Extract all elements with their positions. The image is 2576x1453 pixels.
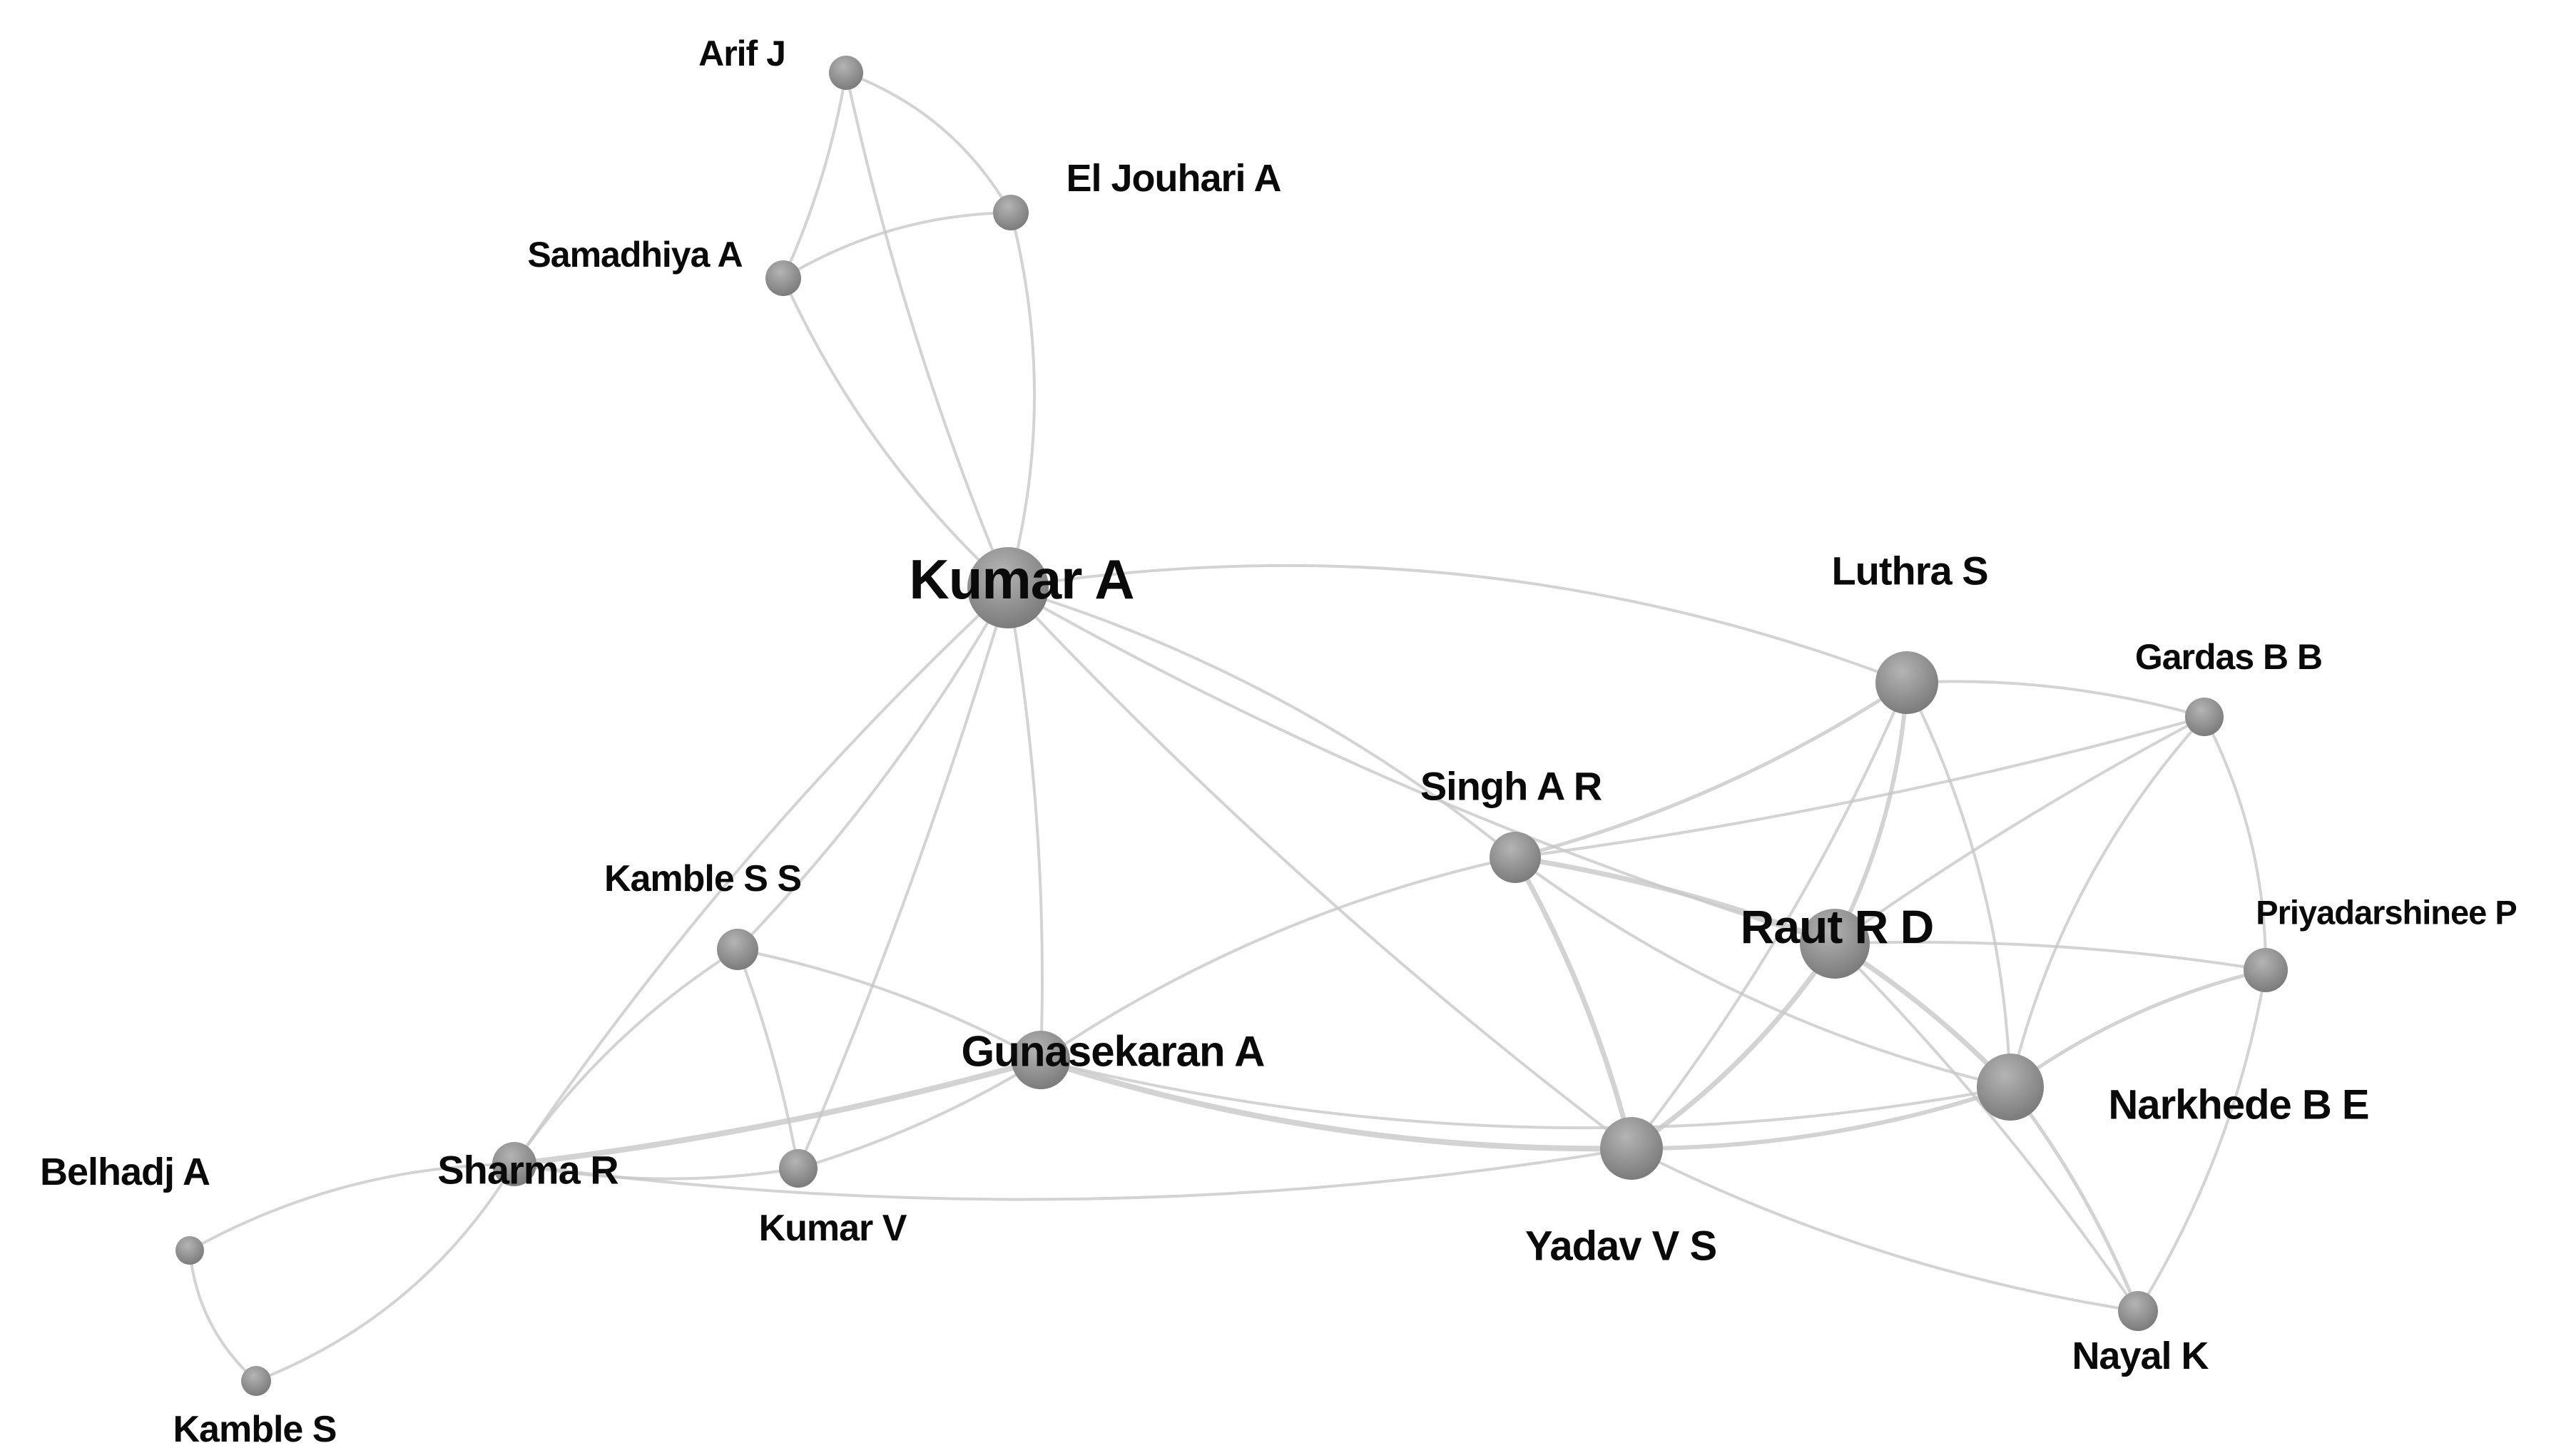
edge-raut-r-d--priyadarshinee-p bbox=[1833, 940, 2267, 972]
edge-sharma-r--belhadj-a bbox=[188, 1163, 516, 1252]
edge-luthra-s--gardas-b-b bbox=[1905, 680, 2206, 718]
edge-gunasekaran-a--narkhede-b-e bbox=[1039, 1059, 2012, 1130]
node-luthra-s[interactable] bbox=[1875, 651, 1938, 714]
edge-raut-r-d--yadav-v-s bbox=[1629, 941, 1838, 1151]
node-label-kamble-s-s: Kamble S S bbox=[604, 858, 801, 899]
node-label-narkhede-b-e: Narkhede B E bbox=[2108, 1082, 2368, 1128]
edge-kumar-a--sharma-r bbox=[513, 586, 1009, 1166]
edge-kumar-a--kumar-v bbox=[797, 586, 1009, 1170]
node-samadhiya-a[interactable] bbox=[765, 260, 801, 296]
edge-gunasekaran-a--singh-a-r bbox=[1039, 856, 1517, 1061]
node-kumar-a[interactable] bbox=[967, 547, 1049, 628]
edge-gunasekaran-a--yadav-v-s bbox=[1038, 1057, 1634, 1152]
edge-kumar-a--luthra-s bbox=[1007, 564, 1908, 684]
edge-singh-a-r--narkhede-b-e bbox=[1514, 856, 2012, 1089]
node-label-raut-r-d: Raut R D bbox=[1741, 900, 1934, 953]
node-kamble-s[interactable] bbox=[241, 1366, 271, 1396]
edge-sharma-r--kamble-s bbox=[255, 1163, 516, 1382]
node-gardas-b-b[interactable] bbox=[2185, 698, 2224, 736]
edge-kamble-s-s--sharma-r bbox=[513, 948, 739, 1166]
edge-kamble-s-s--kumar-v bbox=[736, 948, 800, 1170]
node-label-priyadarshinee-p: Priyadarshinee P bbox=[2256, 894, 2516, 932]
node-gunasekaran-a[interactable] bbox=[1012, 1031, 1070, 1089]
edge-singh-a-r--raut-r-d bbox=[1512, 855, 1838, 947]
edge-singh-a-r--yadav-v-s bbox=[1512, 855, 1634, 1151]
edge-kumar-a--kamble-s-s bbox=[736, 586, 1009, 951]
edge-kumar-a--gunasekaran-a bbox=[1007, 586, 1044, 1061]
edges-layer bbox=[188, 71, 2268, 1382]
node-el-jouhari-a[interactable] bbox=[993, 195, 1029, 230]
edge-raut-r-d--nayal-k bbox=[1833, 942, 2139, 1312]
node-belhadj-a[interactable] bbox=[175, 1236, 204, 1265]
edge-priyadarshinee-p--nayal-k bbox=[2137, 969, 2267, 1312]
node-label-yadav-v-s: Yadav V S bbox=[1525, 1223, 1716, 1270]
edge-gardas-b-b--narkhede-b-e bbox=[2009, 715, 2206, 1089]
node-label-kamble-s: Kamble S bbox=[173, 1409, 337, 1450]
edge-kamble-s-s--gunasekaran-a bbox=[736, 948, 1042, 1061]
edge-narkhede-b-e--nayal-k bbox=[2008, 1085, 2140, 1313]
node-arif-j[interactable] bbox=[829, 56, 863, 90]
edge-singh-a-r--luthra-s bbox=[1513, 680, 1909, 860]
node-yadav-v-s[interactable] bbox=[1600, 1117, 1663, 1180]
node-singh-a-r[interactable] bbox=[1490, 832, 1541, 883]
edge-singh-a-r--gardas-b-b bbox=[1514, 715, 2206, 859]
edge-arif-j--el-jouhari-a bbox=[845, 71, 1012, 214]
edge-samadhiya-a--el-jouhari-a bbox=[782, 211, 1012, 280]
node-label-kumar-a: Kumar A bbox=[909, 548, 1134, 611]
edge-samadhiya-a--kumar-a bbox=[782, 277, 1009, 589]
edge-gardas-b-b--raut-r-d bbox=[1833, 715, 2206, 945]
node-nayal-k[interactable] bbox=[2118, 1291, 2158, 1331]
node-label-singh-a-r: Singh A R bbox=[1420, 764, 1602, 809]
node-kumar-v[interactable] bbox=[779, 1149, 818, 1188]
edge-arif-j--samadhiya-a bbox=[782, 71, 847, 280]
node-label-sharma-r: Sharma R bbox=[437, 1148, 618, 1193]
node-label-gardas-b-b: Gardas B B bbox=[2135, 637, 2322, 677]
edge-narkhede-b-e--priyadarshinee-p bbox=[2008, 968, 2268, 1089]
node-kamble-s-s[interactable] bbox=[717, 929, 758, 970]
edge-el-jouhari-a--kumar-a bbox=[1007, 211, 1036, 589]
node-sharma-r[interactable] bbox=[492, 1142, 536, 1186]
node-priyadarshinee-p[interactable] bbox=[2244, 948, 2288, 992]
edge-belhadj-a--kamble-s bbox=[188, 1249, 258, 1382]
node-label-samadhiya-a: Samadhiya A bbox=[527, 235, 742, 275]
edge-arif-j--kumar-a bbox=[845, 71, 1009, 589]
edge-sharma-r--gunasekaran-a bbox=[511, 1057, 1044, 1167]
edge-kumar-v--gunasekaran-a bbox=[797, 1059, 1042, 1170]
node-label-gunasekaran-a: Gunasekaran A bbox=[962, 1028, 1265, 1076]
edge-sharma-r--yadav-v-s bbox=[513, 1147, 1633, 1201]
edge-luthra-s--raut-r-d bbox=[1833, 680, 1909, 946]
labels-layer: Arif J El Jouhari A Samadhiya A Kumar A Kamb… bbox=[40, 34, 2518, 1450]
node-label-belhadj-a: Belhadj A bbox=[40, 1151, 210, 1193]
node-label-el-jouhari-a: El Jouhari A bbox=[1066, 157, 1281, 200]
node-narkhede-b-e[interactable] bbox=[1977, 1054, 2044, 1121]
edge-luthra-s--narkhede-b-e bbox=[1905, 681, 2012, 1089]
edge-gardas-b-b--priyadarshinee-p bbox=[2203, 715, 2268, 972]
node-label-arif-j: Arif J bbox=[698, 34, 785, 73]
edge-kumar-a--singh-a-r bbox=[1007, 586, 1517, 859]
edge-narkhede-b-e--yadav-v-s bbox=[1629, 1085, 2012, 1151]
edge-luthra-s--yadav-v-s bbox=[1630, 681, 1908, 1150]
node-label-kumar-v: Kumar V bbox=[759, 1208, 907, 1249]
nodes-layer bbox=[175, 56, 2288, 1396]
edge-yadav-v-s--nayal-k bbox=[1630, 1147, 2139, 1312]
edge-kumar-a--yadav-v-s bbox=[1007, 586, 1633, 1150]
node-raut-r-d[interactable] bbox=[1800, 909, 1870, 979]
node-label-luthra-s: Luthra S bbox=[1831, 549, 1987, 593]
node-label-nayal-k: Nayal K bbox=[2072, 1335, 2209, 1377]
